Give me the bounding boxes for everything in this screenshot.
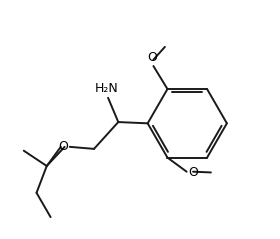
Text: O: O [58,140,68,153]
Text: O: O [189,166,199,179]
Text: H₂N: H₂N [95,82,119,95]
Text: O: O [147,51,157,64]
